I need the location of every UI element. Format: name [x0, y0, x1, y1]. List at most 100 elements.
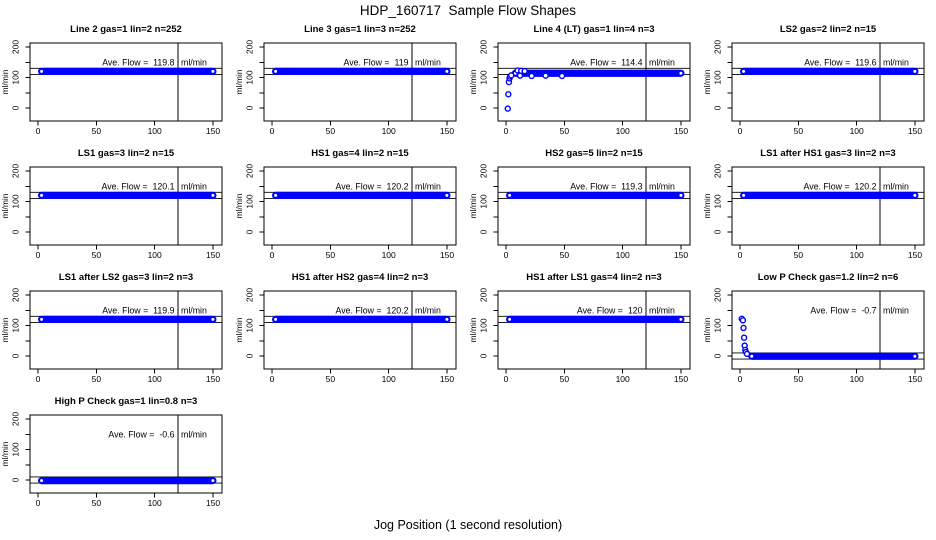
band-end-open-center — [508, 317, 512, 321]
subplot-9: 0 50 100 150 0 100 200 ml/min LS1 after LS2 gas=… — [0, 268, 234, 392]
y-tick-label: 100 — [479, 70, 489, 84]
avg-flow-value: Ave. Flow = 120.1 — [102, 182, 175, 192]
x-axis-label: Jog Position (1 second resolution) — [373, 518, 563, 532]
x-tick-label: 100 — [616, 250, 630, 260]
subplot-canvas: 0 50 100 150 0 100 200 ml/min LS1 after LS2 gas=… — [0, 272, 223, 384]
band-end-open-center — [211, 69, 215, 73]
x-tick-label: 50 — [326, 126, 336, 136]
subplot-title: HS2 gas=5 lin=2 n=15 — [545, 148, 643, 159]
avg-flow-unit: ml/min — [649, 58, 675, 68]
y-tick-label: 100 — [245, 70, 255, 84]
x-tick-label: 0 — [270, 250, 275, 260]
y-tick-label: 0 — [11, 353, 21, 358]
plot-box — [29, 42, 223, 122]
x-tick-label: 0 — [36, 498, 41, 508]
avg-flow-value: Ave. Flow = -0.6 — [108, 430, 174, 440]
band-end-open-center — [40, 69, 44, 73]
subplot-canvas: 0 50 100 150 0 100 200 ml/min HS2 gas=5 lin=2 n=… — [468, 148, 691, 260]
x-tick-label: 0 — [738, 250, 743, 260]
y-tick-label: 100 — [479, 194, 489, 208]
avg-flow-unit: ml/min — [415, 306, 441, 316]
x-tick-label: 100 — [850, 374, 864, 384]
data-point — [739, 317, 747, 324]
subplot-10: 0 50 100 150 0 100 200 ml/min HS1 after HS2 gas=… — [234, 268, 468, 392]
x-tick-label: 50 — [794, 126, 804, 136]
subplot-title: HS1 after LS1 gas=4 lin=2 n=3 — [526, 272, 661, 283]
subplot-title: HS1 gas=4 lin=2 n=15 — [311, 148, 409, 159]
band-end-open-center — [445, 193, 449, 197]
y-tick-label: 0 — [11, 229, 21, 234]
plot-box — [29, 290, 223, 370]
x-tick-label: 150 — [908, 374, 922, 384]
avg-flow-unit: ml/min — [883, 182, 909, 192]
subplot-canvas: 0 50 100 150 0 100 200 ml/min Line 2 gas=1 lin=2… — [0, 24, 223, 136]
y-axis-label: ml/min — [234, 317, 244, 342]
band-end-open-center — [445, 69, 449, 73]
x-tick-label: 100 — [382, 126, 396, 136]
y-tick-label: 0 — [11, 105, 21, 110]
band-end-open-center — [742, 193, 746, 197]
y-tick-label: 100 — [713, 318, 723, 332]
subplot-canvas: 0 50 100 150 0 100 200 ml/min LS1 gas=3 lin=2 n=… — [0, 148, 223, 260]
band-end-open-center — [679, 317, 683, 321]
x-tick-label: 150 — [440, 374, 454, 384]
avg-flow-unit: ml/min — [181, 306, 207, 316]
data-point — [516, 72, 524, 79]
subplot-4: 0 50 100 150 0 100 200 ml/min LS2 gas=2 lin=2 n=… — [702, 20, 936, 144]
y-tick-label: 100 — [11, 318, 21, 332]
x-tick-label: 0 — [36, 126, 41, 136]
subplot-title: Line 2 gas=1 lin=2 n=252 — [70, 24, 182, 35]
x-tick-label: 100 — [850, 250, 864, 260]
band-end-open-center — [211, 193, 215, 197]
avg-flow-value: Ave. Flow = 120.2 — [804, 182, 877, 192]
y-tick-label: 200 — [11, 164, 21, 178]
data-point — [521, 67, 528, 75]
x-tick-label: 150 — [674, 250, 688, 260]
subplot-canvas: 0 50 100 150 0 100 200 ml/min HS1 after HS2 gas=… — [234, 272, 457, 384]
y-axis-label: ml/min — [468, 193, 478, 218]
band-end-open-center — [508, 193, 512, 197]
subplot-8: 0 50 100 150 0 100 200 ml/min LS1 after HS1 gas=… — [702, 144, 936, 268]
plot-box — [731, 290, 925, 370]
avg-flow-unit: ml/min — [181, 182, 207, 192]
subplot-title: LS1 after LS2 gas=3 lin=2 n=3 — [59, 272, 193, 283]
x-tick-label: 50 — [560, 126, 570, 136]
avg-flow-unit: ml/min — [415, 58, 441, 68]
avg-flow-unit: ml/min — [181, 430, 207, 440]
data-point — [528, 72, 535, 80]
avg-flow-value: Ave. Flow = 114.4 — [570, 58, 642, 68]
x-tick-label: 150 — [206, 374, 220, 384]
x-tick-label: 100 — [616, 374, 630, 384]
data-point — [542, 72, 549, 79]
y-tick-label: 100 — [245, 318, 255, 332]
y-tick-label: 200 — [713, 164, 723, 178]
y-axis-label: ml/min — [468, 317, 478, 342]
data-point — [740, 324, 747, 332]
data-point — [504, 105, 511, 112]
x-tick-label: 0 — [36, 374, 41, 384]
subplot-title: Low P Check gas=1.2 lin=2 n=6 — [758, 272, 899, 283]
x-tick-label: 100 — [850, 126, 864, 136]
avg-flow-unit: ml/min — [883, 58, 909, 68]
band-end-open-center — [913, 193, 917, 197]
y-axis-label: ml/min — [702, 69, 712, 94]
band-end-open-center — [679, 71, 683, 75]
x-tick-label: 50 — [92, 374, 102, 384]
x-tick-label: 0 — [36, 250, 41, 260]
data-point — [558, 72, 566, 80]
band-end-open-center — [211, 317, 215, 321]
x-tick-label: 100 — [382, 250, 396, 260]
avg-flow-value: Ave. Flow = 120.2 — [336, 182, 409, 192]
y-tick-label: 100 — [713, 194, 723, 208]
data-point — [505, 91, 512, 98]
y-tick-label: 0 — [713, 229, 723, 234]
y-tick-label: 200 — [11, 412, 21, 426]
y-tick-label: 100 — [11, 194, 21, 208]
x-tick-label: 0 — [504, 250, 509, 260]
y-tick-label: 100 — [11, 442, 21, 456]
subplot-canvas: 0 50 100 150 0 100 200 ml/min Line 3 gas=1 lin=3… — [234, 24, 457, 136]
avg-flow-value: Ave. Flow = 119.8 — [102, 58, 174, 68]
data-point — [740, 334, 748, 341]
y-tick-label: 100 — [11, 70, 21, 84]
